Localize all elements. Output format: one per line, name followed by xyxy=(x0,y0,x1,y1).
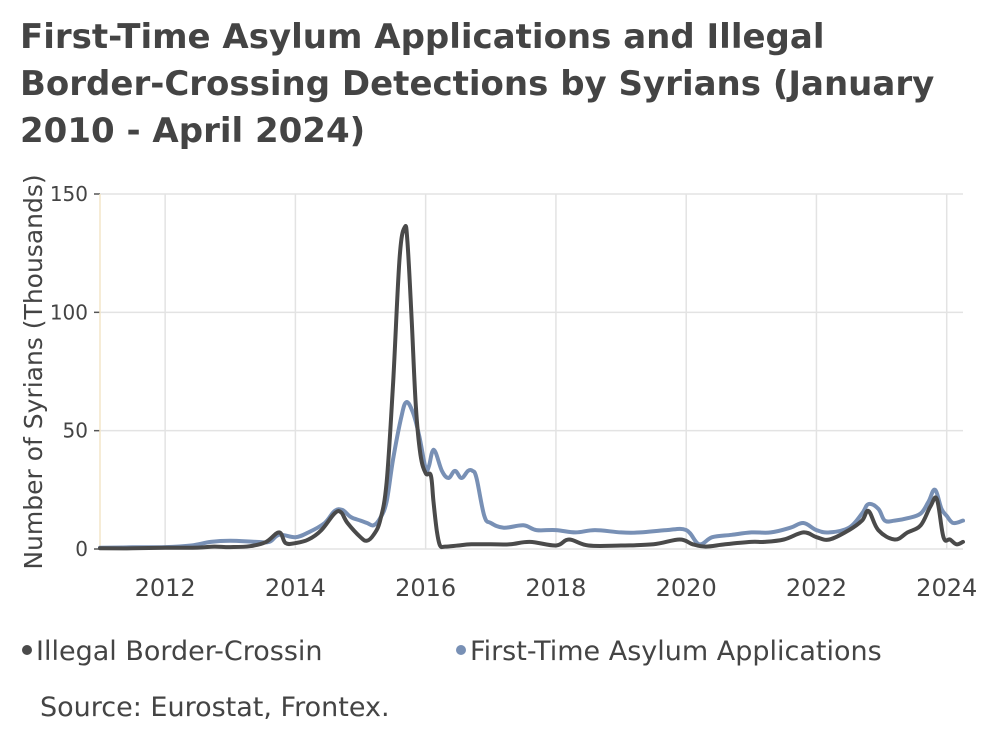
series-lines xyxy=(98,223,965,551)
legend-label: First-Time Asylum Applications xyxy=(470,636,882,667)
legend-marker xyxy=(456,644,466,655)
y-axis-label: Number of Syrians (Thousands) xyxy=(19,174,48,569)
y-tick-label: 0 xyxy=(75,537,88,561)
legend-marker xyxy=(22,644,32,655)
x-tick-label: 2014 xyxy=(265,574,326,602)
y-tick-label: 100 xyxy=(50,300,88,324)
grid xyxy=(100,193,963,550)
legend-item-illegal-border-crossings: Illegal Border-Crossin xyxy=(22,636,323,667)
chart-title: First-Time Asylum Applications and Illeg… xyxy=(20,17,935,151)
y-tick-label: 50 xyxy=(63,419,88,443)
x-tick-label: 2016 xyxy=(395,574,456,602)
x-tick-label: 2024 xyxy=(916,574,977,602)
series-line-illegal-border-crossings xyxy=(98,223,965,551)
x-tick-label: 2018 xyxy=(525,574,586,602)
series-line-asylum-applications xyxy=(98,400,965,550)
axes: 2012 2014 2016 2018 2020 2022 2024 0 50 100 150 xyxy=(50,182,977,602)
y-tick-label: 150 xyxy=(50,182,88,206)
x-tick-label: 2022 xyxy=(786,574,847,602)
legend-label: Illegal Border-Crossin xyxy=(36,636,323,667)
source-note: Source: Eurostat, Frontex. xyxy=(40,692,390,723)
legend-item-asylum-applications: First-Time Asylum Applications xyxy=(456,636,882,667)
x-tick-label: 2020 xyxy=(656,574,717,602)
x-tick-label: 2012 xyxy=(135,574,196,602)
